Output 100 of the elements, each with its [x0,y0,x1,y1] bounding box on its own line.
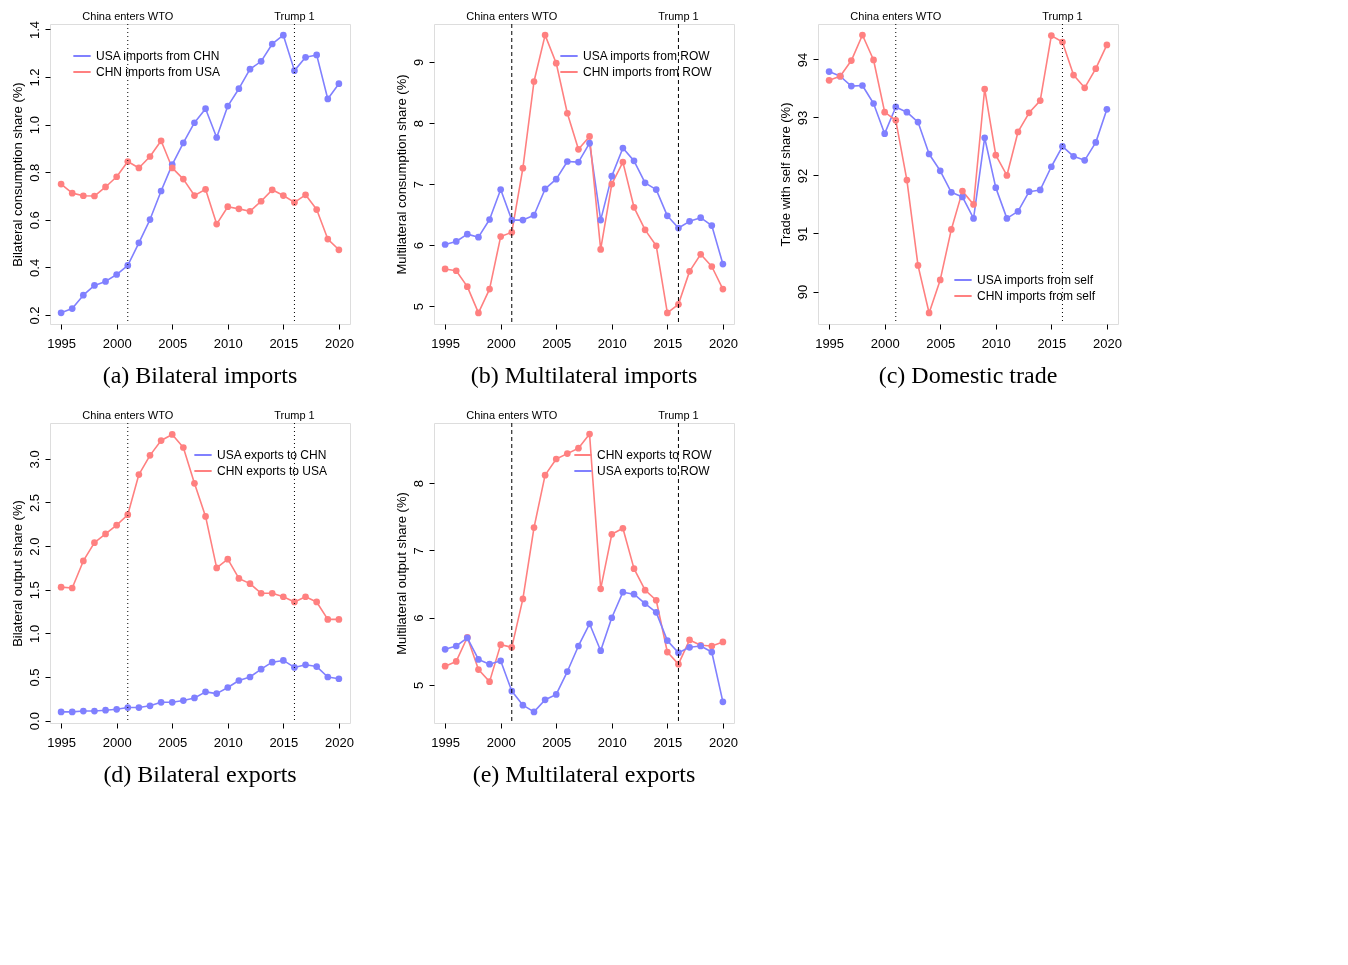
y-tick-label: 7 [410,547,426,555]
point [268,40,276,48]
x-tick-label: 1995 [431,335,461,351]
point [630,565,638,572]
point [246,207,254,215]
point [641,226,649,234]
point [113,705,121,713]
text: (b) Multilateral imports [470,362,698,388]
point [213,220,221,228]
point [1003,215,1011,222]
point [925,309,933,317]
point [157,187,165,195]
point [619,144,627,152]
point [475,666,482,673]
legend-label: USA exports to ROW [597,464,711,478]
x-tick-label: 2005 [158,734,188,750]
x-tick-label: 2005 [542,734,572,750]
point [892,116,900,124]
x-tick-label: 2005 [158,335,188,351]
point [708,222,716,229]
point [224,684,232,691]
point [168,431,176,438]
point [914,118,922,126]
text: (d) Bilateral exports [103,761,297,787]
point [519,595,527,603]
point [608,180,616,188]
point [302,191,309,199]
point [597,585,605,593]
point [146,153,154,160]
point [530,708,538,716]
point [959,193,966,201]
y-tick-label: 8 [410,119,426,128]
point [597,216,605,224]
x-tick-label: 2010 [597,734,627,750]
y-tick-label: 7 [410,180,426,189]
x-tick-label: 2000 [102,734,132,750]
y-tick-label: 0.6 [26,211,42,230]
point [947,226,955,233]
y-tick-label: 9 [410,58,426,67]
point [903,176,911,184]
point [870,100,877,107]
point [146,702,154,710]
point [124,704,132,711]
x-tick-label: 2000 [486,734,516,750]
point [113,271,121,278]
point [1025,109,1033,117]
point [1025,188,1033,196]
y-tick-label: 1.0 [26,624,42,643]
point [302,661,309,669]
y-tick-label: 6 [410,242,426,250]
point [619,588,627,596]
point [497,186,505,193]
point [257,665,265,673]
x-tick-label: 2020 [708,335,738,351]
point [641,179,649,187]
point [335,80,343,88]
y-tick-label: 1.4 [26,20,42,40]
point [124,511,132,519]
point [552,175,560,183]
point [313,51,321,59]
x-tick-label: 2020 [324,335,354,351]
point [630,157,638,165]
point [68,189,76,197]
point [630,203,638,211]
x-tick-label: 2015 [269,734,299,750]
point [586,620,593,628]
point [246,65,254,73]
text: (a) Bilateral imports [102,362,298,388]
x-tick-label: 2005 [926,335,956,351]
point [246,673,254,681]
point [708,648,716,656]
point [475,656,482,663]
point [235,205,243,213]
x-tick-label: 1995 [815,335,845,351]
point [981,134,989,142]
point [1014,208,1022,215]
ref-line-label: Trump 1 [274,409,315,421]
point [563,109,571,117]
point [313,663,321,670]
legend-label: CHN exports to ROW [597,448,713,462]
point [213,690,221,697]
point [903,108,911,116]
point [719,698,727,706]
point [1036,97,1044,104]
point [102,530,109,538]
point [313,598,321,606]
point [552,59,560,67]
point [335,616,343,623]
point [168,698,176,706]
point [268,186,276,194]
y-tick-label: 93 [794,110,810,126]
x-tick-label: 2015 [653,734,683,750]
x-tick-label: 2000 [870,335,900,351]
point [552,455,560,463]
point [302,53,309,61]
point [575,642,582,650]
point [157,698,165,706]
point [608,172,616,180]
point [992,151,1000,159]
y-tick-label: 2.5 [26,493,42,513]
